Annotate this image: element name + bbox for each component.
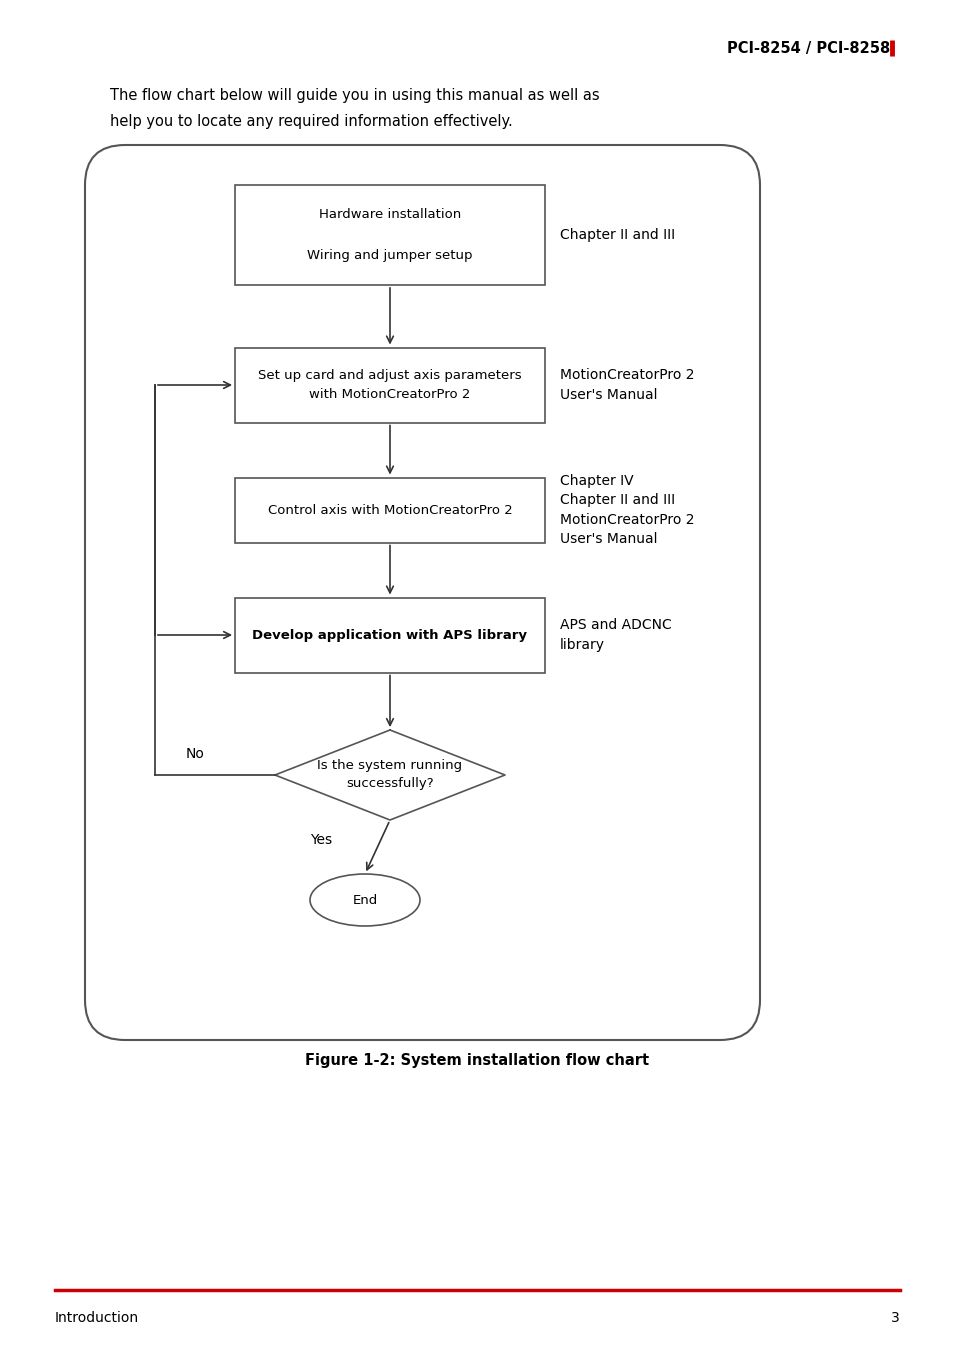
FancyBboxPatch shape [234, 185, 544, 285]
Text: Is the system running
successfully?: Is the system running successfully? [317, 760, 462, 791]
Text: End: End [352, 894, 377, 906]
Text: Yes: Yes [310, 833, 332, 846]
FancyBboxPatch shape [85, 145, 760, 1040]
Text: Control axis with MotionCreatorPro 2: Control axis with MotionCreatorPro 2 [268, 503, 512, 516]
Text: Figure 1-2: System installation flow chart: Figure 1-2: System installation flow cha… [305, 1052, 648, 1068]
Text: help you to locate any required information effectively.: help you to locate any required informat… [110, 114, 512, 128]
Text: No: No [186, 748, 205, 761]
Text: Set up card and adjust axis parameters
with MotionCreatorPro 2: Set up card and adjust axis parameters w… [258, 369, 521, 402]
Text: APS and ADCNC
library: APS and ADCNC library [559, 618, 671, 652]
Text: Chapter II and III: Chapter II and III [559, 228, 675, 242]
FancyBboxPatch shape [234, 347, 544, 422]
FancyBboxPatch shape [234, 598, 544, 672]
Text: The flow chart below will guide you in using this manual as well as: The flow chart below will guide you in u… [110, 88, 599, 103]
FancyBboxPatch shape [234, 477, 544, 542]
Text: 3: 3 [890, 1311, 899, 1325]
Polygon shape [274, 730, 504, 821]
Text: Hardware installation

Wiring and jumper setup: Hardware installation Wiring and jumper … [307, 208, 473, 261]
Text: MotionCreatorPro 2
User's Manual: MotionCreatorPro 2 User's Manual [559, 368, 694, 402]
Text: Chapter IV
Chapter II and III
MotionCreatorPro 2
User's Manual: Chapter IV Chapter II and III MotionCrea… [559, 473, 694, 546]
Text: Develop application with APS library: Develop application with APS library [253, 629, 527, 641]
Text: PCI-8254 / PCI-8258: PCI-8254 / PCI-8258 [726, 41, 889, 55]
Ellipse shape [310, 873, 419, 926]
Text: Introduction: Introduction [55, 1311, 139, 1325]
